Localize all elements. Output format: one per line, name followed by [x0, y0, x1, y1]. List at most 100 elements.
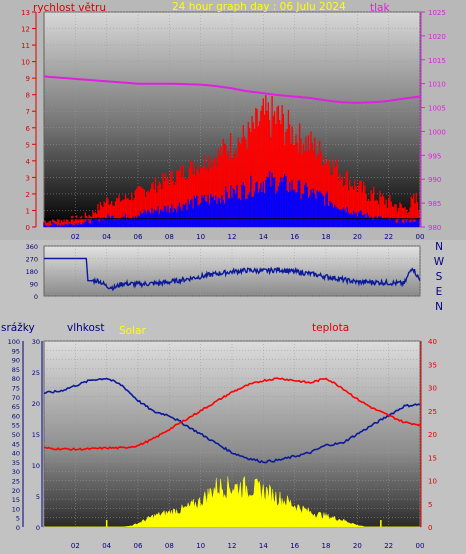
hour-tick-label: 16	[290, 233, 299, 241]
humidity-axis-label: vlhkost	[67, 322, 105, 334]
hour-tick-label: 18	[322, 542, 331, 550]
pressure-axis-label: tlak	[370, 2, 390, 14]
rain-tick-label: 80	[12, 375, 20, 383]
temperature-tick-label: 10	[428, 478, 437, 486]
hour-tick-label: 10	[196, 233, 205, 241]
solar-axis-label: Solar	[119, 325, 146, 337]
hour-tick-label: 22	[384, 542, 393, 550]
hour-tick-label: 00	[416, 542, 425, 550]
wind-tick-label: 11	[21, 42, 30, 50]
rain-tick-label: 30	[12, 468, 20, 476]
temperature-tick-label: 20	[428, 431, 437, 439]
hour-tick-label: 04	[102, 542, 111, 550]
rain-tick-label: 40	[12, 450, 20, 458]
rain-tick-label: 20	[12, 487, 20, 495]
hour-tick-label: 20	[353, 233, 362, 241]
hour-tick-label: 08	[165, 542, 174, 550]
rain-tick-label: 10	[12, 505, 20, 513]
rain-tick-label: 25	[12, 478, 20, 486]
wind-tick-label: 8	[26, 92, 30, 100]
rain-tick-label: 50	[12, 431, 20, 439]
hour-tick-label: 06	[134, 233, 143, 241]
hour-tick-label: 22	[384, 233, 393, 241]
hour-tick-label: 14	[259, 542, 268, 550]
rain-tick-label: 5	[16, 515, 20, 523]
pressure-tick-label: 985	[428, 200, 441, 208]
hour-tick-label: 18	[322, 233, 331, 241]
pressure-tick-label: 1005	[428, 105, 446, 113]
wind-tick-label: 7	[26, 108, 30, 116]
wind-direction-line	[44, 257, 421, 292]
compass-label: W	[434, 256, 445, 268]
rain-tick-label: 85	[12, 366, 20, 374]
pressure-tick-label: 995	[428, 152, 441, 160]
wind-axis-label: rychlost větru	[33, 2, 106, 14]
humidity-tick-label: 15	[32, 431, 40, 439]
hour-tick-label: 12	[228, 233, 237, 241]
rain-tick-label: 45	[12, 440, 20, 448]
temperature-tick-label: 35	[428, 361, 437, 369]
direction-tick-label: 90	[30, 281, 38, 289]
hour-tick-label: 20	[353, 542, 362, 550]
hour-tick-label: 14	[259, 233, 268, 241]
humidity-line	[43, 377, 421, 464]
temperature-axis-label: teplota	[312, 322, 349, 334]
pressure-tick-label: 1020	[428, 33, 446, 41]
temperature-tick-label: 40	[428, 338, 437, 346]
hour-tick-label: 02	[71, 542, 80, 550]
rain-axis-label: srážky	[1, 322, 35, 334]
rain-tick-label: 75	[12, 385, 20, 393]
temperature-line	[44, 377, 421, 452]
wind-tick-label: 9	[26, 75, 30, 83]
chart-title: 24 hour graph day : 06 Julu 2024	[172, 1, 346, 13]
temperature-tick-label: 25	[428, 408, 437, 416]
compass-label: E	[436, 286, 443, 298]
humidity-tick-label: 25	[32, 369, 40, 377]
rain-tick-label: 65	[12, 403, 20, 411]
humidity-tick-label: 5	[36, 493, 40, 501]
rain-tick-label: 90	[12, 357, 20, 365]
humidity-tick-label: 0	[36, 524, 40, 532]
hour-tick-label: 04	[102, 233, 111, 241]
pressure-tick-label: 1015	[428, 57, 446, 65]
pressure-line	[43, 75, 421, 104]
wind-tick-label: 5	[26, 141, 30, 149]
temperature-tick-label: 5	[428, 501, 432, 509]
wind-tick-label: 10	[21, 59, 30, 67]
direction-tick-label: 0	[34, 293, 38, 301]
wind-tick-label: 3	[26, 174, 30, 182]
hour-tick-label: 02	[71, 233, 80, 241]
wind-tick-label: 0	[26, 224, 30, 232]
wind-tick-label: 6	[26, 125, 31, 133]
rain-tick-label: 35	[12, 459, 20, 467]
wind-tick-label: 13	[21, 9, 30, 17]
pressure-tick-label: 1010	[428, 81, 446, 89]
hour-tick-label: 00	[416, 233, 425, 241]
rain-tick-label: 100	[8, 338, 20, 346]
wind-tick-label: 4	[26, 158, 31, 166]
rain-tick-label: 60	[12, 412, 20, 420]
hour-tick-label: 16	[290, 542, 299, 550]
humidity-tick-label: 20	[32, 400, 40, 408]
direction-tick-label: 360	[26, 243, 38, 251]
wind-tick-label: 1	[26, 207, 30, 215]
compass-label: N	[435, 241, 443, 253]
humidity-tick-label: 10	[32, 462, 40, 470]
hour-tick-label: 08	[165, 233, 174, 241]
direction-tick-label: 270	[26, 256, 38, 264]
hour-tick-label: 12	[228, 542, 237, 550]
humidity-tick-label: 30	[32, 338, 40, 346]
temperature-tick-label: 0	[428, 524, 432, 532]
hour-tick-label: 06	[134, 542, 143, 550]
compass-label: S	[436, 271, 443, 283]
compass-label: N	[435, 301, 443, 313]
pressure-tick-label: 980	[428, 224, 441, 232]
wind-tick-label: 12	[21, 26, 30, 34]
rain-tick-label: 0	[16, 524, 20, 532]
rain-tick-label: 70	[12, 394, 20, 402]
rain-tick-label: 95	[12, 347, 20, 355]
temperature-tick-label: 15	[428, 454, 437, 462]
pressure-tick-label: 1025	[428, 9, 446, 17]
